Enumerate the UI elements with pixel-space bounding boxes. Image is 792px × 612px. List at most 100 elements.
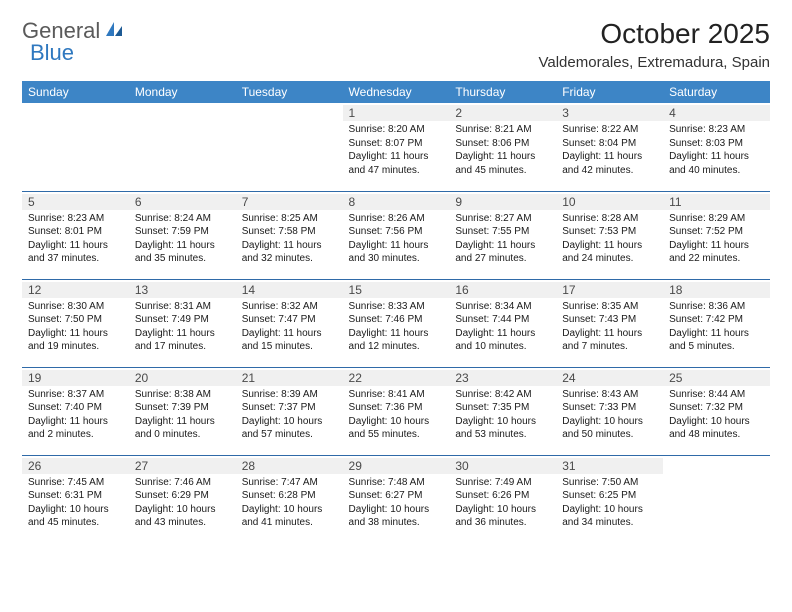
weekday-header: Thursday (449, 81, 556, 103)
sunrise-text: Sunrise: 8:24 AM (135, 212, 230, 226)
dl2-text: and 34 minutes. (562, 516, 657, 530)
sunrise-text: Sunrise: 7:48 AM (349, 476, 444, 490)
day-number: 19 (22, 370, 129, 386)
dl1-text: Daylight: 11 hours (349, 239, 444, 253)
calendar-week-row: 5Sunrise: 8:23 AMSunset: 8:01 PMDaylight… (22, 191, 770, 279)
sunrise-text: Sunrise: 8:44 AM (669, 388, 764, 402)
sunset-text: Sunset: 7:49 PM (135, 313, 230, 327)
sunset-text: Sunset: 6:28 PM (242, 489, 337, 503)
calendar-cell: 6Sunrise: 8:24 AMSunset: 7:59 PMDaylight… (129, 191, 236, 279)
sunrise-text: Sunrise: 8:38 AM (135, 388, 230, 402)
empty-cell (22, 105, 129, 121)
dl1-text: Daylight: 10 hours (562, 503, 657, 517)
calendar-cell: 27Sunrise: 7:46 AMSunset: 6:29 PMDayligh… (129, 455, 236, 543)
sunset-text: Sunset: 7:37 PM (242, 401, 337, 415)
dl1-text: Daylight: 11 hours (669, 239, 764, 253)
day-number: 30 (449, 458, 556, 474)
sunset-text: Sunset: 7:43 PM (562, 313, 657, 327)
dl1-text: Daylight: 11 hours (455, 239, 550, 253)
day-number: 12 (22, 282, 129, 298)
day-number: 11 (663, 194, 770, 210)
calendar-cell: 17Sunrise: 8:35 AMSunset: 7:43 PMDayligh… (556, 279, 663, 367)
sunrise-text: Sunrise: 8:32 AM (242, 300, 337, 314)
sunset-text: Sunset: 7:55 PM (455, 225, 550, 239)
sunset-text: Sunset: 7:32 PM (669, 401, 764, 415)
dl1-text: Daylight: 11 hours (28, 239, 123, 253)
weekday-header-row: Sunday Monday Tuesday Wednesday Thursday… (22, 81, 770, 103)
day-number: 26 (22, 458, 129, 474)
dl1-text: Daylight: 10 hours (562, 415, 657, 429)
dl1-text: Daylight: 11 hours (135, 239, 230, 253)
sunrise-text: Sunrise: 8:41 AM (349, 388, 444, 402)
sunrise-text: Sunrise: 8:23 AM (28, 212, 123, 226)
sunset-text: Sunset: 7:44 PM (455, 313, 550, 327)
dl2-text: and 22 minutes. (669, 252, 764, 266)
day-number: 23 (449, 370, 556, 386)
sunrise-text: Sunrise: 8:39 AM (242, 388, 337, 402)
sunrise-text: Sunrise: 8:28 AM (562, 212, 657, 226)
dl1-text: Daylight: 11 hours (349, 327, 444, 341)
dl1-text: Daylight: 10 hours (242, 503, 337, 517)
calendar-cell: 23Sunrise: 8:42 AMSunset: 7:35 PMDayligh… (449, 367, 556, 455)
sunrise-text: Sunrise: 8:23 AM (669, 123, 764, 137)
calendar-week-row: 19 Sunrise: 8:37 AMSunset: 7:40 PM Dayligh… (22, 367, 770, 455)
calendar-cell (22, 103, 129, 191)
calendar-week-row: 26Sunrise: 7:45 AMSunset: 6:31 PMDayligh… (22, 455, 770, 543)
dl2-text: and 40 minutes. (669, 164, 764, 178)
calendar-week-row: 12Sunrise: 8:30 AMSunset: 7:50 PMDayligh… (22, 279, 770, 367)
dl2-text: and 2 minutes. (28, 428, 123, 442)
sunset-text: Sunset: 7:58 PM (242, 225, 337, 239)
dl2-text: and 37 minutes. (28, 252, 123, 266)
day-number: 29 (343, 458, 450, 474)
dl1-text: Daylight: 11 hours (28, 327, 123, 341)
dl2-text: and 45 minutes. (455, 164, 550, 178)
day-number: 15 (343, 282, 450, 298)
calendar-cell: 21Sunrise: 8:39 AMSunset: 7:37 PMDayligh… (236, 367, 343, 455)
sunrise-text: Sunrise: 8:22 AM (562, 123, 657, 137)
dl2-text: and 55 minutes. (349, 428, 444, 442)
day-number: 4 (663, 105, 770, 121)
sunset-text: Sunset: 6:31 PM (28, 489, 123, 503)
calendar-cell: 19Sunrise: 8:37 AMSunset: 7:40 PMDayligh… (22, 367, 129, 455)
dl2-text: and 57 minutes. (242, 428, 337, 442)
sunset-text: Sunset: 7:36 PM (349, 401, 444, 415)
calendar-cell: 3Sunrise: 8:22 AMSunset: 8:04 PMDaylight… (556, 103, 663, 191)
day-number: 13 (129, 282, 236, 298)
sunrise-text: Sunrise: 8:27 AM (455, 212, 550, 226)
sunrise-text: Sunrise: 8:37 AM (28, 388, 123, 402)
day-number: 17 (556, 282, 663, 298)
empty-cell (129, 105, 236, 121)
dl2-text: and 17 minutes. (135, 340, 230, 354)
dl1-text: Daylight: 10 hours (28, 503, 123, 517)
dl1-text: Daylight: 11 hours (562, 239, 657, 253)
sunrise-text: Sunrise: 8:25 AM (242, 212, 337, 226)
calendar-cell (236, 103, 343, 191)
dl2-text: and 10 minutes. (455, 340, 550, 354)
sunrise-text: Sunrise: 8:26 AM (349, 212, 444, 226)
sunrise-text: Sunrise: 8:30 AM (28, 300, 123, 314)
day-number: 22 (343, 370, 450, 386)
day-number: 20 (129, 370, 236, 386)
calendar-cell: 25Sunrise: 8:44 AMSunset: 7:32 PMDayligh… (663, 367, 770, 455)
day-number: 18 (663, 282, 770, 298)
sunrise-text: Sunrise: 8:21 AM (455, 123, 550, 137)
header: General October 2025 Valdemorales, Extre… (22, 18, 770, 71)
calendar-week-row: 1Sunrise: 8:20 AMSunset: 8:07 PMDaylight… (22, 103, 770, 191)
weekday-header: Monday (129, 81, 236, 103)
day-number: 7 (236, 194, 343, 210)
dl2-text: and 45 minutes. (28, 516, 123, 530)
day-number: 1 (343, 105, 450, 121)
calendar-cell: 4Sunrise: 8:23 AMSunset: 8:03 PMDaylight… (663, 103, 770, 191)
dl2-text: and 48 minutes. (669, 428, 764, 442)
dl2-text: and 43 minutes. (135, 516, 230, 530)
dl2-text: and 24 minutes. (562, 252, 657, 266)
sunset-text: Sunset: 7:56 PM (349, 225, 444, 239)
sunrise-text: Sunrise: 7:50 AM (562, 476, 657, 490)
calendar-cell: 28Sunrise: 7:47 AMSunset: 6:28 PMDayligh… (236, 455, 343, 543)
dl1-text: Daylight: 10 hours (455, 503, 550, 517)
day-number: 10 (556, 194, 663, 210)
sunset-text: Sunset: 7:40 PM (28, 401, 123, 415)
weekday-header: Wednesday (343, 81, 450, 103)
dl1-text: Daylight: 11 hours (242, 239, 337, 253)
sunset-text: Sunset: 6:26 PM (455, 489, 550, 503)
